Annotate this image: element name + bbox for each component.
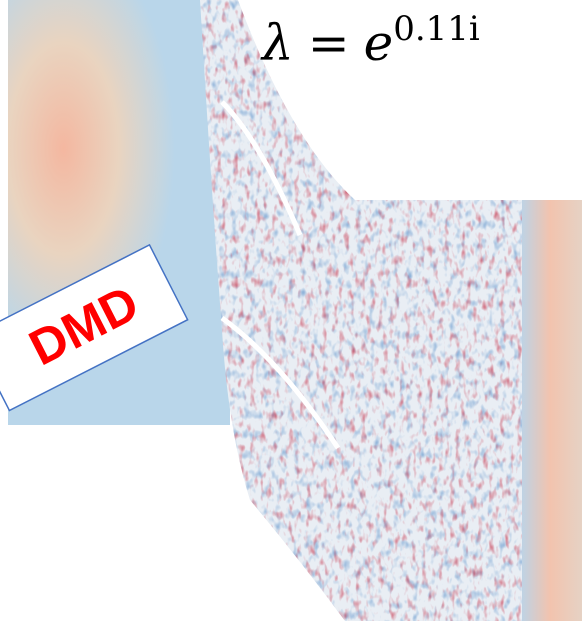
eq-base: e (364, 14, 394, 72)
blade-passage (190, 0, 530, 621)
eq-operator: = (308, 14, 350, 72)
outlet-field (518, 200, 582, 621)
page: {"equation": {"lhs": "λ", "operator": "=… (0, 0, 582, 621)
eq-exponent: 0.11i (393, 9, 480, 49)
eq-lhs: λ (260, 14, 294, 72)
equation: λ=e0.11i (260, 9, 480, 72)
red-speckle (190, 0, 530, 621)
flow-visualization: DMD λ=e0.11i (0, 0, 582, 621)
